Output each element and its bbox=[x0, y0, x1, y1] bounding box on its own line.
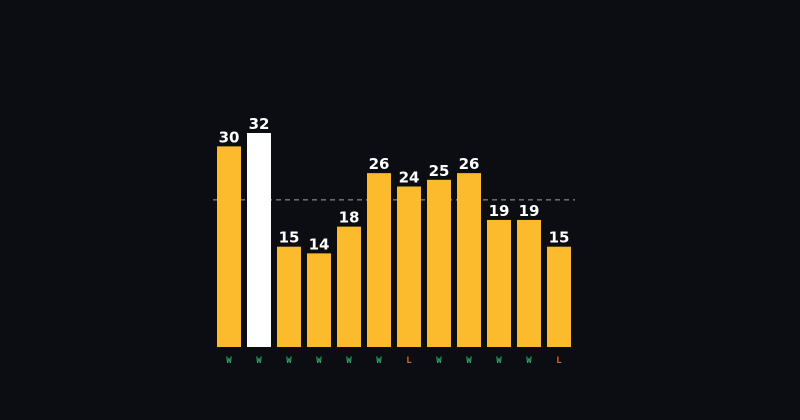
bar-7 bbox=[397, 186, 421, 347]
result-label-6: W bbox=[376, 356, 382, 366]
bar-value-label-1: 30 bbox=[219, 128, 240, 146]
result-label-2: W bbox=[256, 356, 262, 366]
bar-value-label-3: 15 bbox=[279, 229, 300, 247]
bar-value-label-2: 32 bbox=[249, 115, 270, 133]
bar-value-label-11: 19 bbox=[519, 202, 540, 220]
bar-8 bbox=[427, 179, 451, 347]
bar-5 bbox=[337, 226, 361, 347]
bar-3 bbox=[277, 246, 301, 347]
bar-value-label-9: 26 bbox=[459, 155, 480, 173]
bar-value-label-6: 26 bbox=[369, 155, 390, 173]
result-label-1: W bbox=[226, 356, 232, 366]
result-label-5: W bbox=[346, 356, 352, 366]
result-label-8: W bbox=[436, 356, 442, 366]
bar-10 bbox=[487, 219, 511, 347]
bar-value-label-10: 19 bbox=[489, 202, 510, 220]
result-label-7: L bbox=[406, 356, 412, 366]
bar-12 bbox=[547, 246, 571, 347]
bar-value-label-4: 14 bbox=[309, 235, 330, 253]
bar-4 bbox=[307, 253, 331, 347]
result-label-12: L bbox=[556, 356, 562, 366]
result-label-4: W bbox=[316, 356, 322, 366]
result-label-3: W bbox=[286, 356, 292, 366]
bar-11 bbox=[517, 219, 541, 347]
result-label-9: W bbox=[466, 356, 472, 366]
bar-value-label-8: 25 bbox=[429, 162, 450, 180]
bar-value-label-7: 24 bbox=[399, 169, 420, 187]
result-label-11: W bbox=[526, 356, 532, 366]
bar-9 bbox=[457, 173, 481, 347]
bar-1 bbox=[217, 146, 241, 347]
result-label-10: W bbox=[496, 356, 502, 366]
bar-2 bbox=[247, 133, 271, 347]
bar-6 bbox=[367, 173, 391, 347]
bar-value-label-5: 18 bbox=[339, 209, 360, 227]
bar-value-label-12: 15 bbox=[549, 229, 570, 247]
